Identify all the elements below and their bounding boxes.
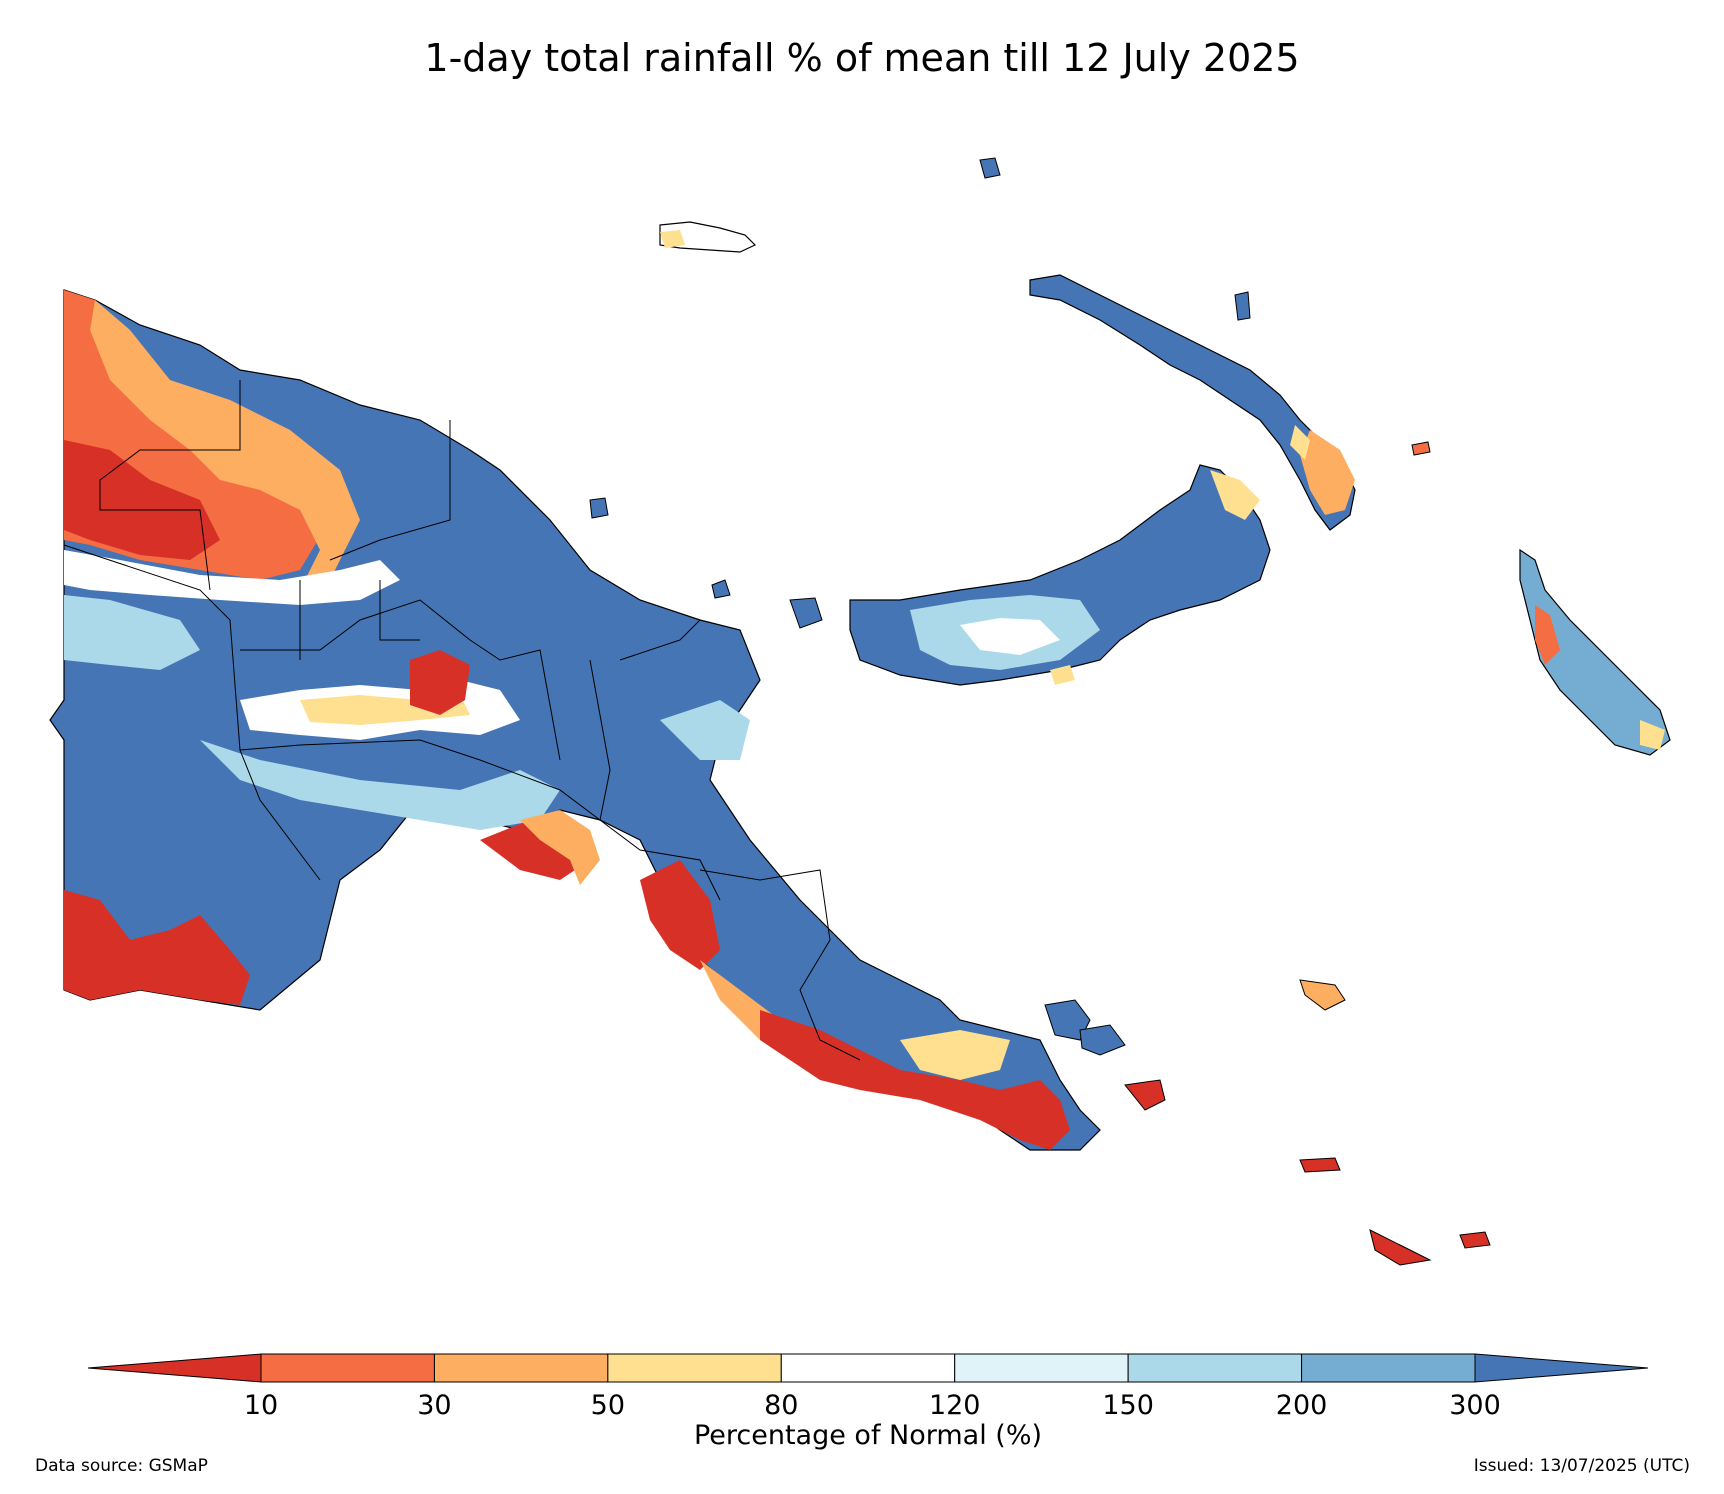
colorbar-bin — [433, 1353, 609, 1383]
colorbar-tick-label: 120 — [929, 1390, 981, 1421]
new-ireland — [1029, 274, 1356, 531]
central-coast-dry — [640, 860, 720, 970]
colorbar-tick-label: 80 — [764, 1390, 798, 1421]
mainland-png — [49, 289, 1101, 1151]
colorbar-tick-label: 150 — [1102, 1390, 1154, 1421]
colorbar-bin — [260, 1353, 435, 1383]
data-source-note: Data source: GSMaP — [35, 1456, 208, 1476]
colorbar-bin — [1127, 1353, 1303, 1383]
highlands-dry-spot — [410, 650, 470, 715]
colorbar-tick-label: 50 — [591, 1390, 625, 1421]
colorbar-tick-label: 10 — [244, 1390, 278, 1421]
colorbar-bins — [260, 1353, 1476, 1383]
new-britain — [849, 464, 1271, 686]
colorbar-under-arrow — [87, 1353, 262, 1383]
bougainville — [1519, 548, 1671, 756]
map-title: 1-day total rainfall % of mean till 12 J… — [424, 36, 1300, 80]
milne-bay-islands — [589, 157, 1491, 1266]
south-west-dry-zone — [64, 890, 250, 1005]
colorbar-ticks: 10 30 50 80 120 150 200 300 — [244, 1390, 1501, 1421]
manus-island — [659, 221, 757, 253]
colorbar-bin — [780, 1353, 956, 1383]
colorbar-tick-label: 30 — [417, 1390, 451, 1421]
colorbar-bin — [1301, 1353, 1476, 1383]
colorbar-over-arrow — [1474, 1353, 1649, 1383]
colorbar-tick-label: 200 — [1276, 1390, 1328, 1421]
colorbar: 10 30 50 80 120 150 200 300 Percentage of Norma… — [87, 1353, 1649, 1451]
colorbar-tick-label: 300 — [1449, 1390, 1501, 1421]
colorbar-bin — [607, 1353, 782, 1383]
issued-date: Issued: 13/07/2025 (UTC) — [1473, 1456, 1690, 1476]
colorbar-label: Percentage of Normal (%) — [694, 1420, 1042, 1451]
colorbar-bin — [954, 1353, 1129, 1383]
